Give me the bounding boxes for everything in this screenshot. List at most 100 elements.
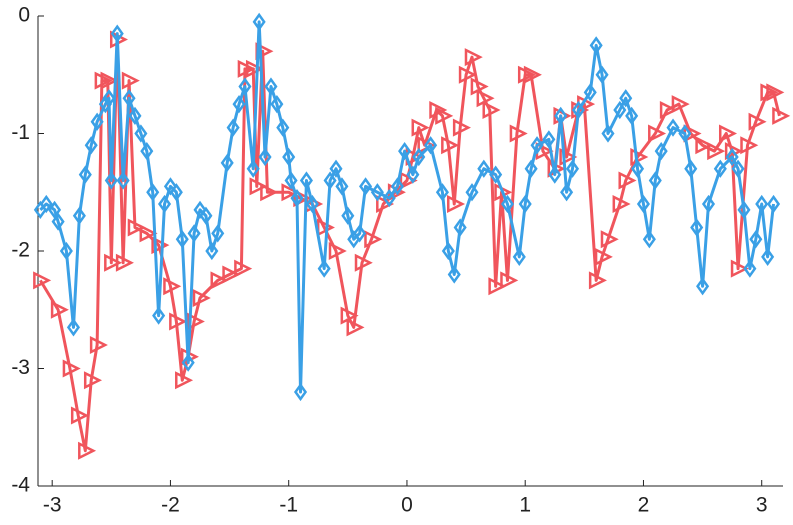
x-tick-label: -1 — [279, 494, 298, 517]
marker — [666, 118, 680, 137]
marker — [435, 106, 454, 125]
marker — [406, 165, 420, 184]
marker — [220, 153, 234, 173]
x-tick-label: 2 — [638, 494, 650, 517]
marker — [548, 165, 562, 184]
series-line — [39, 38, 781, 453]
marker — [340, 306, 359, 325]
marker — [62, 359, 81, 378]
marker — [211, 224, 225, 243]
marker — [630, 147, 649, 167]
marker — [654, 141, 668, 161]
marker — [376, 194, 395, 214]
marker — [465, 183, 479, 202]
marker — [293, 382, 308, 402]
marker — [78, 441, 97, 460]
y-tick-label: -4 — [11, 474, 30, 497]
marker — [282, 147, 296, 167]
marker — [412, 147, 426, 167]
marker — [731, 159, 745, 178]
marker — [110, 24, 124, 43]
marker — [163, 177, 177, 196]
marker — [554, 106, 568, 126]
y-tick-label: -2 — [11, 239, 30, 262]
marker — [530, 136, 544, 155]
marker — [100, 71, 119, 90]
marker — [59, 241, 73, 261]
marker — [48, 200, 62, 220]
marker — [359, 177, 373, 196]
marker — [246, 159, 260, 178]
marker — [281, 183, 300, 202]
marker — [737, 200, 751, 220]
marker — [104, 253, 123, 272]
marker — [458, 65, 477, 84]
marker — [66, 318, 81, 337]
marker — [695, 136, 714, 155]
marker — [128, 106, 142, 126]
marker — [175, 371, 194, 390]
marker — [766, 83, 785, 102]
marker — [122, 89, 136, 108]
marker — [441, 241, 455, 261]
marker — [323, 171, 337, 190]
marker — [518, 194, 532, 214]
marker — [749, 230, 763, 249]
marker — [284, 171, 298, 190]
marker — [743, 259, 757, 278]
marker — [542, 130, 556, 149]
marker — [210, 271, 229, 290]
marker — [98, 94, 112, 114]
marker — [509, 124, 528, 143]
marker — [583, 83, 597, 102]
marker — [565, 159, 580, 178]
marker — [618, 171, 637, 190]
marker — [589, 36, 603, 55]
marker — [346, 318, 365, 337]
marker — [740, 136, 759, 155]
marker — [258, 147, 272, 167]
marker — [317, 259, 331, 278]
marker — [299, 171, 313, 190]
marker — [238, 77, 252, 96]
marker — [588, 271, 607, 290]
marker — [755, 194, 769, 214]
marker — [636, 194, 650, 214]
marker — [316, 218, 335, 237]
x-tick-label: 1 — [519, 494, 531, 517]
marker — [264, 77, 278, 96]
marker — [115, 253, 134, 272]
marker — [696, 277, 710, 296]
marker — [199, 206, 213, 225]
marker — [39, 194, 53, 214]
marker — [181, 353, 195, 372]
marker — [139, 224, 158, 243]
marker — [718, 124, 738, 143]
marker — [169, 312, 188, 331]
marker — [470, 77, 489, 96]
marker — [50, 300, 69, 319]
marker — [134, 124, 148, 143]
x-tick-label: -3 — [43, 494, 62, 517]
marker — [447, 194, 466, 214]
marker — [707, 142, 726, 161]
marker — [102, 89, 116, 108]
marker — [249, 177, 268, 196]
marker — [382, 188, 396, 208]
marker — [78, 165, 92, 184]
marker — [328, 241, 347, 261]
marker — [290, 188, 304, 208]
marker — [90, 112, 104, 131]
marker — [293, 189, 312, 208]
series-line — [39, 20, 776, 394]
marker — [245, 59, 265, 78]
marker — [260, 183, 279, 202]
y-tick-label: 0 — [18, 4, 30, 27]
marker — [205, 241, 219, 261]
marker — [152, 306, 166, 325]
marker — [187, 224, 201, 243]
marker — [270, 94, 284, 114]
marker — [500, 271, 519, 290]
marker — [146, 183, 160, 202]
